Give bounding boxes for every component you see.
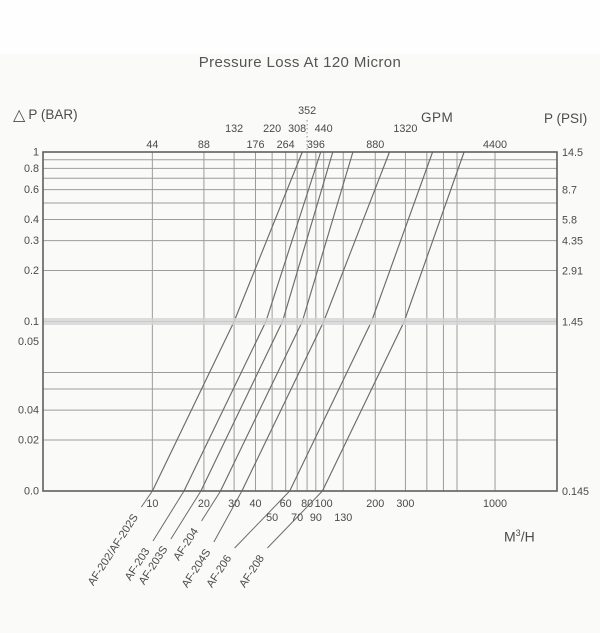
series-leader — [234, 490, 291, 549]
series-leader — [170, 490, 202, 540]
plot-border — [42, 151, 558, 492]
top-tick-label: 220 — [263, 123, 281, 135]
left-tick-label: 0.02 — [18, 434, 39, 446]
top-tick-label: 88 — [198, 139, 210, 151]
left-tick-label: 0.8 — [24, 163, 39, 175]
series-leader — [140, 490, 153, 508]
x-axis-top-ticks: 44 88 132 176 220 264 308 352 396 440 880 1320 4400 — [146, 105, 507, 151]
right-tick-label: 14.5 — [562, 147, 583, 159]
p-bar-label: P (BAR) — [28, 107, 78, 122]
y-axis-left-ticks: 1 0.8 0.6 0.4 0.3 0.2 0.1 0.05 0.04 0.02 0.0 — [18, 147, 39, 498]
bottom-tick-label: 60 — [280, 498, 292, 510]
series-leader — [213, 490, 243, 543]
flow-unit-base: M — [504, 528, 516, 545]
right-tick-label: 2.91 — [562, 265, 583, 277]
top-tick-label: 352 — [298, 105, 316, 117]
bottom-tick-label: 10 — [146, 498, 158, 510]
y-axis-right-title: P (PSI) — [544, 111, 588, 126]
flow-unit-rest: /H — [520, 528, 535, 545]
top-tick-label: 264 — [277, 139, 295, 151]
flow-unit-sup: 3 — [515, 528, 521, 538]
top-tick-label: 440 — [315, 123, 333, 135]
gridlines-horizontal — [43, 159, 557, 441]
left-tick-label: 0.1 — [24, 316, 39, 328]
top-tick-label: 880 — [366, 139, 384, 151]
top-tick-label: 176 — [247, 139, 265, 151]
left-tick-label: 0.05 — [18, 336, 39, 348]
bottom-tick-label: 80 — [301, 498, 313, 510]
left-tick-label: 0.2 — [24, 265, 39, 277]
y-axis-left-title: △ P (BAR) — [13, 104, 78, 124]
left-tick-label: 0.6 — [24, 184, 39, 196]
top-tick-label: 44 — [146, 139, 158, 151]
bottom-tick-label: 100 — [315, 498, 333, 510]
x-axis-top-title: GPM — [421, 110, 454, 125]
series-leader — [152, 490, 185, 542]
left-tick-label: 0.04 — [18, 405, 39, 417]
series-label-af-208: AF-208 — [237, 553, 267, 590]
bottom-tick-label: 70 — [291, 512, 303, 524]
left-tick-label: 0.0 — [24, 486, 39, 498]
x-axis-bottom-title: M3/H — [504, 528, 535, 545]
bottom-tick-label: 200 — [366, 498, 384, 510]
y-axis-right-ticks: 14.5 8.7 5.8 4.35 2.91 1.45 0.145 — [562, 147, 589, 498]
left-tick-label: 0.4 — [24, 214, 39, 226]
right-tick-label: 0.145 — [562, 486, 589, 498]
top-tick-label: 1320 — [393, 123, 417, 135]
bottom-tick-label: 130 — [334, 512, 352, 524]
bottom-tick-label: 50 — [266, 512, 278, 524]
bottom-tick-label: 40 — [250, 498, 262, 510]
right-tick-label: 5.8 — [562, 214, 577, 226]
bottom-tick-label: 30 — [228, 498, 240, 510]
bottom-tick-label: 300 — [396, 498, 414, 510]
series-leader — [267, 490, 323, 549]
left-tick-label: 0.3 — [24, 235, 39, 247]
bottom-tick-label: 90 — [310, 512, 322, 524]
top-tick-label: 308 — [288, 123, 306, 135]
bottom-tick-label: 20 — [198, 498, 210, 510]
delta-icon: △ — [13, 107, 26, 124]
bottom-tick-label: 1000 — [483, 498, 507, 510]
border — [42, 151, 558, 492]
right-tick-label: 4.35 — [562, 236, 583, 248]
right-tick-label: 1.45 — [562, 317, 583, 329]
series-leader — [201, 490, 221, 522]
top-tick-label: 396 — [307, 139, 325, 151]
top-tick-label: 132 — [225, 123, 243, 135]
highlight-band — [43, 318, 557, 325]
right-tick-label: 8.7 — [562, 185, 577, 197]
scan-background — [0, 54, 600, 633]
band — [43, 318, 557, 325]
chart-title: Pressure Loss At 120 Micron — [198, 54, 402, 71]
left-tick-label: 1 — [33, 147, 39, 159]
top-tick-label: 4400 — [483, 139, 507, 151]
